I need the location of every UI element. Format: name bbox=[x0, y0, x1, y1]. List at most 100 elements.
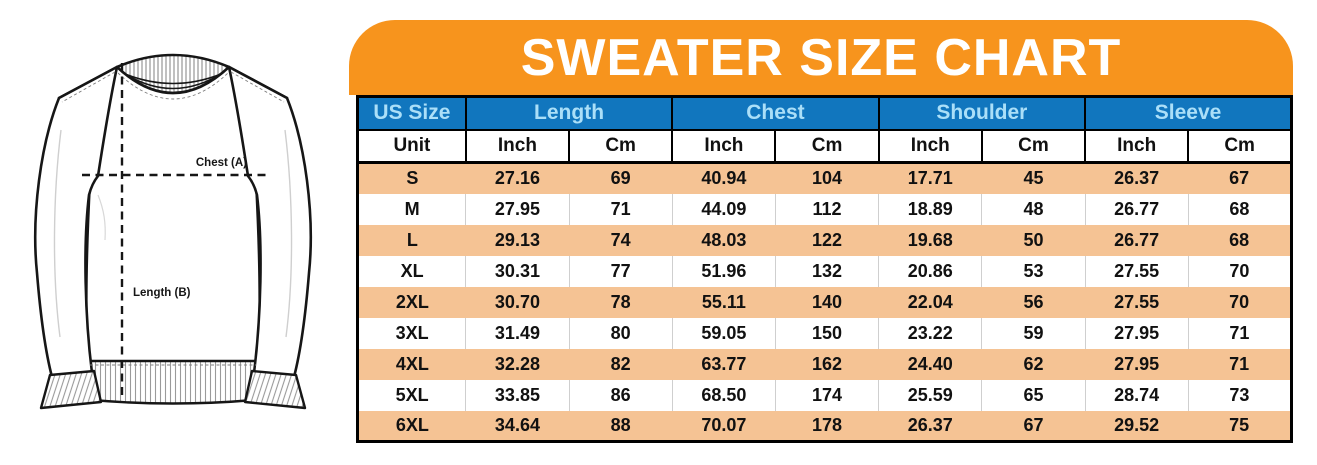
value-cell: 27.95 bbox=[1084, 317, 1189, 349]
column-header-sleeve: Sleeve bbox=[1084, 95, 1293, 131]
value-cell: 71 bbox=[1187, 317, 1292, 349]
value-cell: 162 bbox=[775, 348, 879, 380]
value-cell: 70.07 bbox=[672, 410, 776, 442]
collar-stitch-line bbox=[117, 72, 229, 100]
table-row: 5XL 33.85 86 68.50 174 25.59 65 28.74 73 bbox=[357, 379, 1292, 411]
value-cell: 26.37 bbox=[878, 410, 982, 442]
value-cell: 34.64 bbox=[465, 410, 570, 442]
value-cell: 70 bbox=[1188, 286, 1292, 318]
size-cell: 2XL bbox=[357, 286, 466, 318]
value-cell: 68 bbox=[1188, 224, 1292, 256]
value-cell: 26.77 bbox=[1085, 224, 1189, 256]
column-header-shoulder: Shoulder bbox=[877, 95, 1087, 131]
column-header-length: Length bbox=[464, 95, 674, 131]
value-cell: 73 bbox=[1187, 379, 1292, 411]
value-cell: 28.74 bbox=[1084, 379, 1189, 411]
value-cell: 77 bbox=[568, 255, 673, 287]
sweater-diagram: Chest (A) Length (B) bbox=[33, 53, 313, 410]
value-cell: 68 bbox=[1187, 193, 1292, 225]
title-banner: SWEATER SIZE CHART bbox=[349, 20, 1293, 95]
length-measure-label: Length (B) bbox=[133, 287, 191, 299]
table-row: 6XL 34.64 88 70.07 178 26.37 67 29.52 75 bbox=[357, 410, 1292, 442]
value-cell: 53 bbox=[981, 255, 1086, 287]
value-cell: 22.04 bbox=[878, 286, 982, 318]
value-cell: 65 bbox=[981, 379, 1086, 411]
value-cell: 18.89 bbox=[878, 193, 982, 225]
value-cell: 178 bbox=[775, 410, 879, 442]
value-cell: 51.96 bbox=[671, 255, 776, 287]
value-cell: 62 bbox=[981, 348, 1086, 380]
column-header-chest: Chest bbox=[671, 95, 880, 131]
left-sleeve-fold-line bbox=[53, 129, 62, 338]
unit-header-cell: Cm bbox=[1187, 128, 1293, 164]
sweater-right-cuff bbox=[243, 369, 307, 410]
size-cell: S bbox=[357, 162, 466, 194]
value-cell: 55.11 bbox=[672, 286, 776, 318]
value-cell: 40.94 bbox=[672, 162, 776, 194]
collar-inner-arc-1 bbox=[124, 73, 222, 85]
value-cell: 68.50 bbox=[671, 379, 776, 411]
table-row: M 27.95 71 44.09 112 18.89 48 26.77 68 bbox=[357, 193, 1292, 225]
sweater-left-cuff bbox=[39, 369, 103, 410]
table-row: 3XL 31.49 80 59.05 150 23.22 59 27.95 71 bbox=[357, 317, 1292, 349]
left-shoulder-stitch-line bbox=[61, 71, 116, 103]
group-header-row: US Size Length Chest Shoulder Sleeve bbox=[356, 95, 1293, 131]
sweater-figure: Chest (A) Length (B) bbox=[28, 45, 333, 450]
value-cell: 50 bbox=[981, 224, 1086, 256]
value-cell: 67 bbox=[1188, 162, 1292, 194]
size-chart-block: SWEATER SIZE CHART US Size Length Chest … bbox=[349, 20, 1293, 443]
size-cell: L bbox=[357, 224, 466, 256]
unit-header-cell: Unit bbox=[356, 128, 467, 164]
value-cell: 122 bbox=[775, 224, 879, 256]
value-cell: 24.40 bbox=[878, 348, 982, 380]
collar-inner-arc-2 bbox=[121, 71, 225, 90]
value-cell: 48.03 bbox=[672, 224, 776, 256]
value-cell: 78 bbox=[569, 286, 673, 318]
unit-header-cell: Cm bbox=[980, 128, 1087, 164]
value-cell: 19.68 bbox=[878, 224, 982, 256]
value-cell: 27.55 bbox=[1084, 255, 1189, 287]
value-cell: 27.16 bbox=[465, 162, 570, 194]
table-row: 4XL 32.28 82 63.77 162 24.40 62 27.95 71 bbox=[357, 348, 1292, 380]
value-cell: 63.77 bbox=[672, 348, 776, 380]
value-cell: 104 bbox=[775, 162, 879, 194]
value-cell: 88 bbox=[569, 410, 673, 442]
table-row: 2XL 30.70 78 55.11 140 22.04 56 27.55 70 bbox=[357, 286, 1292, 318]
size-cell: M bbox=[357, 193, 466, 225]
value-cell: 33.85 bbox=[465, 379, 570, 411]
value-cell: 59 bbox=[981, 317, 1086, 349]
unit-header-cell: Inch bbox=[671, 128, 777, 164]
value-cell: 27.95 bbox=[1085, 348, 1189, 380]
value-cell: 23.22 bbox=[878, 317, 982, 349]
value-cell: 59.05 bbox=[671, 317, 776, 349]
value-cell: 82 bbox=[569, 348, 673, 380]
value-cell: 69 bbox=[569, 162, 673, 194]
value-cell: 30.70 bbox=[465, 286, 570, 318]
size-cell: 5XL bbox=[357, 379, 466, 411]
table-row: S 27.16 69 40.94 104 17.71 45 26.37 67 bbox=[357, 162, 1292, 194]
value-cell: 86 bbox=[568, 379, 673, 411]
unit-header-cell: Inch bbox=[464, 128, 571, 164]
value-cell: 31.49 bbox=[465, 317, 570, 349]
value-cell: 174 bbox=[774, 379, 879, 411]
value-cell: 44.09 bbox=[671, 193, 776, 225]
unit-header-cell: Inch bbox=[877, 128, 983, 164]
size-table: US Size Length Chest Shoulder Sleeve Uni… bbox=[356, 95, 1293, 443]
table-row: L 29.13 74 48.03 122 19.68 50 26.77 68 bbox=[357, 224, 1292, 256]
value-cell: 17.71 bbox=[878, 162, 982, 194]
size-cell: XL bbox=[357, 255, 466, 287]
value-cell: 29.52 bbox=[1085, 410, 1189, 442]
value-cell: 26.37 bbox=[1085, 162, 1189, 194]
value-cell: 80 bbox=[568, 317, 673, 349]
value-cell: 132 bbox=[774, 255, 879, 287]
value-cell: 20.86 bbox=[878, 255, 982, 287]
value-cell: 71 bbox=[568, 193, 673, 225]
unit-header-cell: Inch bbox=[1084, 128, 1190, 164]
size-cell: 6XL bbox=[357, 410, 466, 442]
value-cell: 30.31 bbox=[465, 255, 570, 287]
value-cell: 26.77 bbox=[1084, 193, 1189, 225]
value-cell: 75 bbox=[1188, 410, 1292, 442]
value-cell: 67 bbox=[981, 410, 1086, 442]
size-table-body: S 27.16 69 40.94 104 17.71 45 26.37 67 M 27.95 71 44… bbox=[357, 162, 1292, 442]
